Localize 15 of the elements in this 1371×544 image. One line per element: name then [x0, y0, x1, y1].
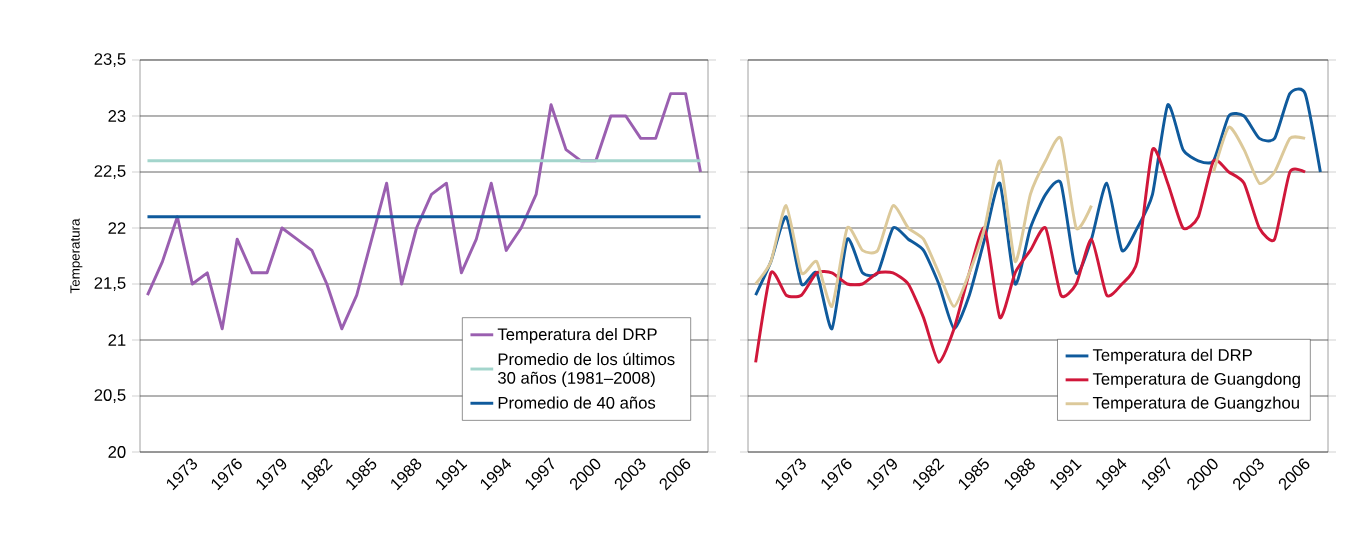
y-tick-label: 22: [108, 222, 126, 234]
legend-label: Temperatura del DRP: [497, 327, 657, 344]
legend-label: Temperatura de Guangzhou: [1092, 396, 1299, 412]
y-tick-label: 21: [108, 334, 126, 346]
y-axis-title: Temperatura: [70, 218, 83, 294]
legend-label: Temperatura del DRP: [1092, 348, 1252, 365]
y-tick-label: 20,5: [94, 389, 126, 403]
y-tick-label: 23,5: [94, 53, 126, 67]
legend-label: Temperatura de Guangdong: [1092, 372, 1300, 389]
legend-label: Promedio de los últimos 30 años (1981–2008): [497, 352, 675, 388]
y-tick-label: 21,5: [94, 277, 126, 291]
y-tick-label: 22,5: [94, 165, 126, 179]
y-tick-label: 23: [108, 110, 126, 122]
legend-label: Promedio de 40 años: [498, 396, 656, 409]
y-tick-label: 20: [108, 446, 126, 458]
